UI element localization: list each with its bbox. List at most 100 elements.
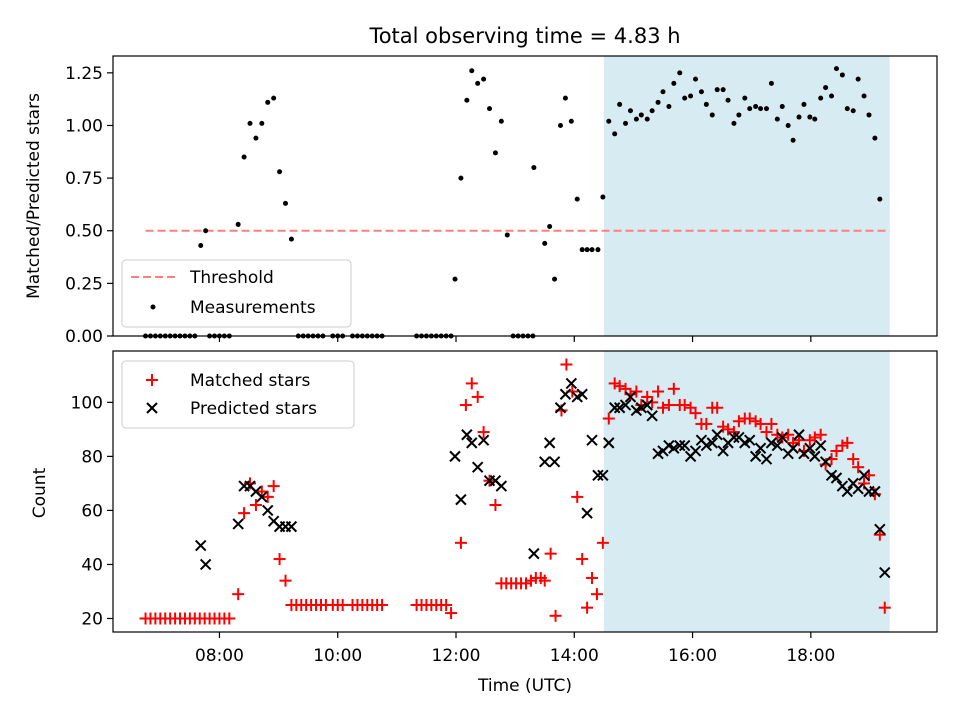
measurement-point [877,196,883,202]
predicted-star-point [262,504,274,517]
predicted-star-point [539,456,551,468]
predicted-star-point [819,456,832,468]
matched-star-point [273,553,286,566]
measurement-point [714,87,720,93]
predicted-star-point [760,453,773,465]
measurement-point [866,112,872,118]
legend-threshold-label: Threshold [189,268,274,288]
ratio-y-axis-ticks: 0.00 0.25 0.50 0.75 1.00 1.25 [65,64,113,347]
predicted-star-point [565,377,578,390]
measurement-point [649,108,655,114]
y-tick-label: 20 [81,609,103,629]
matched-star-point [602,412,615,425]
matched-star-point [743,412,756,425]
measurement-point [785,122,791,128]
predicted-star-point [199,558,212,571]
count-x-axis-ticks: 08:00 10:00 12:00 14:00 16:00 18:00 [195,632,835,666]
predicted-star-point [576,388,588,400]
measurement-point [660,89,666,95]
matched-star-point [656,401,669,414]
matched-star-point [267,480,280,493]
predicted-star-point [603,437,615,449]
matched-star-point [249,499,262,512]
matched-star-point [560,358,573,371]
matched-star-point [754,417,767,430]
matched-star-point [667,382,680,395]
predicted-star-point [495,480,508,492]
measurement-point [562,95,568,101]
predicted-star-point [787,442,799,454]
measurement-point [779,104,785,110]
predicted-star-point [554,402,567,414]
predicted-star-points [195,377,891,579]
legend-predicted-swatch [146,402,158,414]
measurement-point [481,76,487,82]
predicted-star-point [765,437,778,449]
ratio-legend: Threshold Measurements [121,259,352,328]
measurement-point [644,116,650,122]
y-tick-label: 1.00 [65,116,103,136]
predicted-star-point [706,437,718,449]
legend-measurement-swatch [150,304,156,310]
measurement-point [469,68,475,74]
legend-predicted-label: Predicted stars [190,399,317,419]
predicted-star-point [793,429,805,441]
predicted-star-point [852,483,864,495]
predicted-star-point [874,523,886,536]
matched-star-point [544,547,557,560]
measurement-point [768,80,774,86]
measurement-point [492,150,498,156]
ratio-panel: 0.00 0.25 0.50 0.75 1.00 1.25 Matched/Predict… [24,55,938,347]
measurement-point [812,116,818,122]
measurement-point [703,101,709,107]
matched-star-point [571,490,584,503]
measurement-point [259,120,265,126]
matched-star-point [465,377,478,390]
measurement-point [542,240,548,246]
matched-star-point [830,444,843,457]
measurement-point [574,196,580,202]
measurement-point [688,93,694,99]
predicted-star-point [711,429,723,441]
matched-star-point [445,607,458,620]
measurement-point [774,116,780,122]
measurement-point [247,120,253,126]
matched-star-point [678,399,691,412]
matched-star-point [711,401,724,414]
matched-star-point [459,399,472,412]
predicted-star-point [700,439,713,452]
y-tick-label: 0.25 [65,274,103,294]
predicted-star-point [858,469,870,481]
measurement-point [633,116,639,122]
predicted-star-point [528,547,540,560]
predicted-star-point [809,450,821,463]
measurement-point [796,114,802,120]
measurement-point [277,169,283,175]
measurement-point [606,118,612,124]
count-panel-frame [112,350,938,633]
predicted-star-point [744,434,756,446]
matched-star-point [261,490,274,503]
measurement-point [801,101,807,107]
measurement-point [504,232,510,238]
ratio-y-axis-label: Matched/Predicted stars [24,93,44,299]
measurement-point [790,137,796,143]
matched-star-point [596,536,609,549]
predicted-star-point [461,429,473,441]
predicted-star-point [728,431,740,444]
measurement-point [725,97,731,103]
count-legend-box [121,360,355,429]
measurement-point [198,242,204,248]
y-tick-label: 0.50 [65,222,103,242]
matched-star-point [662,399,675,412]
matched-star-point [576,553,589,566]
measurement-point [818,95,824,101]
measurement-point [655,99,661,105]
y-tick-label: 100 [71,393,103,413]
measurement-point [844,106,850,112]
predicted-star-point [619,399,632,411]
measurement-point [872,135,878,141]
chart-title: Total observing time = 4.83 h [368,24,680,48]
measurement-point [833,66,839,72]
predicted-star-point [592,469,604,481]
